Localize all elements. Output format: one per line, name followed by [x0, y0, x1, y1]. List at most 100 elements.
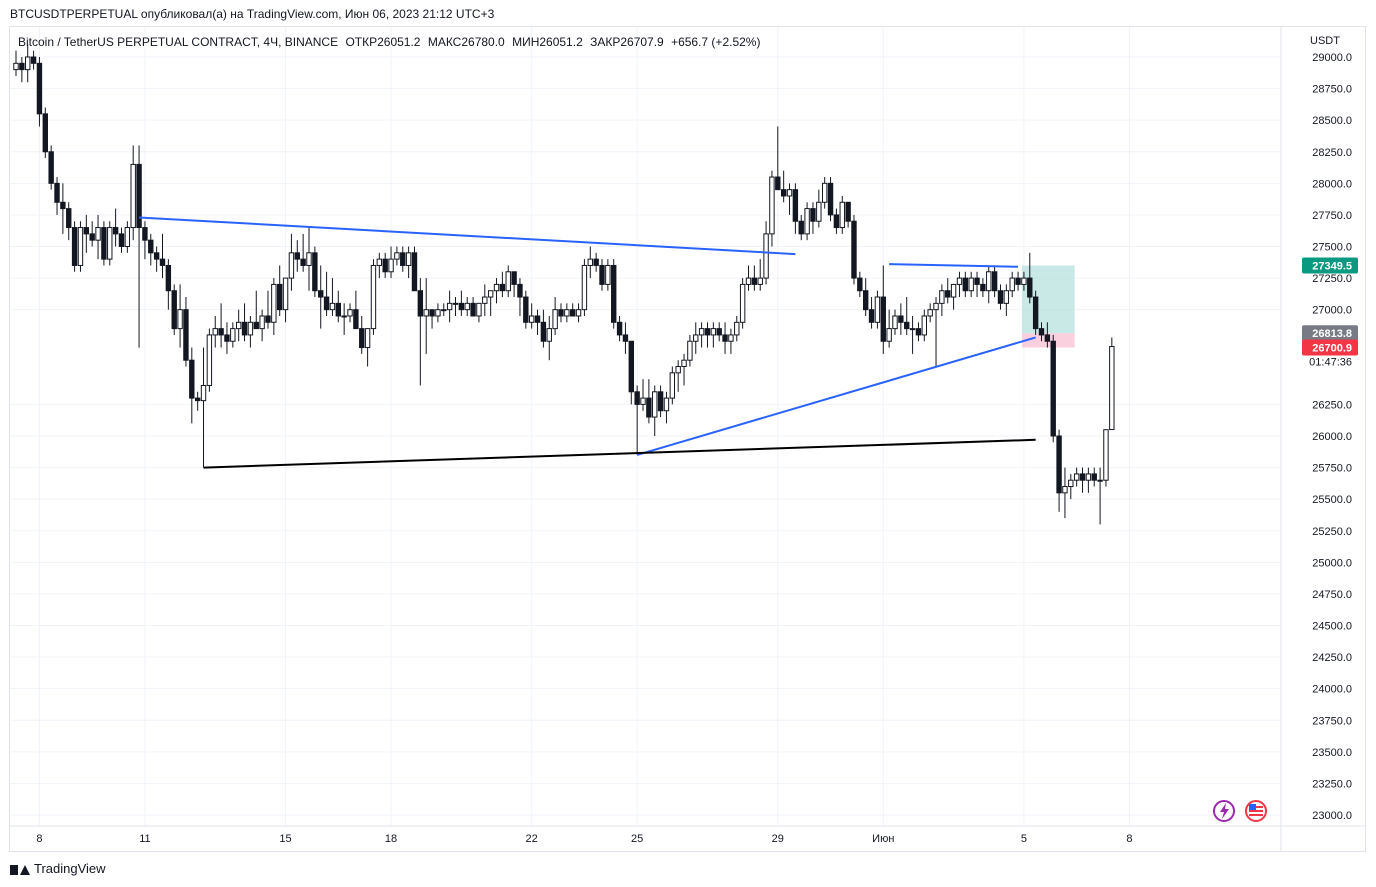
candle-body [904, 321, 910, 330]
candle [898, 303, 904, 335]
candle [933, 297, 939, 367]
candle [1050, 334, 1056, 443]
y-tick-label: 27750.0 [1312, 210, 1352, 222]
candle-body [300, 258, 306, 266]
candle-body [54, 182, 60, 203]
footer-brand[interactable]: TradingView [10, 861, 106, 876]
candle-body [722, 334, 728, 342]
legend-symbol: Bitcoin / TetherUS PERPETUAL CONTRACT, 4… [18, 35, 339, 49]
candle-body [60, 201, 66, 210]
y-tick-label: 24250.0 [1312, 652, 1352, 664]
price-label: 26700.9 [1302, 339, 1358, 356]
candle-body [833, 214, 840, 229]
candle [698, 322, 705, 348]
candle-body [130, 163, 136, 229]
candle-body [411, 252, 418, 292]
candle-body [400, 252, 406, 266]
candle-body [277, 283, 283, 311]
candle [722, 322, 728, 354]
candle-body [710, 328, 717, 336]
candle [587, 246, 593, 279]
candle [30, 50, 37, 70]
candle-body [83, 227, 90, 235]
x-tick-label: Июн [872, 833, 894, 845]
candle [446, 290, 453, 323]
candle [247, 315, 254, 348]
candle-body [470, 302, 476, 317]
candle [1103, 429, 1109, 487]
candle-body [66, 208, 72, 229]
candle-body [775, 176, 781, 191]
candle-body [605, 264, 611, 285]
us-flag-icon[interactable] [1245, 800, 1267, 822]
candle [628, 340, 634, 405]
candle [323, 271, 330, 316]
candle-body [552, 309, 558, 330]
candle [265, 290, 271, 329]
candle-body [593, 258, 599, 266]
tradingview-logo-icon [10, 863, 30, 875]
candle-body [13, 62, 19, 71]
candle-body [318, 290, 324, 298]
candle-body [42, 113, 48, 153]
candle-body [640, 397, 646, 405]
candle [423, 278, 429, 354]
candle [915, 322, 922, 342]
candle-body [540, 321, 547, 342]
candle [646, 379, 652, 424]
lightning-icon[interactable] [1213, 800, 1235, 822]
candle-body [353, 309, 359, 330]
candle [880, 265, 886, 354]
candle-body [487, 290, 494, 298]
candle [364, 328, 371, 367]
candle-body [282, 277, 289, 311]
candle [863, 278, 869, 316]
candle [1038, 322, 1045, 342]
candle-body [968, 277, 974, 292]
candle [1044, 322, 1051, 348]
y-tick-label: 25500.0 [1312, 494, 1352, 506]
candle-body [1003, 290, 1010, 304]
candle [739, 278, 746, 329]
candle-body [112, 227, 119, 235]
candle [780, 170, 787, 203]
price-label-text: 26813.8 [1312, 328, 1352, 340]
candle [66, 202, 72, 241]
candle-body [587, 258, 593, 266]
candle-body [429, 309, 435, 317]
candle [382, 252, 388, 279]
candle [816, 189, 822, 228]
candle-body [394, 252, 400, 260]
candle-body [1062, 486, 1068, 494]
candle-body [646, 397, 652, 418]
candle-body [769, 176, 775, 235]
candle-body [1021, 277, 1027, 285]
candle [552, 297, 558, 335]
candle-body [218, 328, 224, 336]
candle [189, 347, 195, 424]
candle-body [534, 315, 541, 323]
candle-body [1009, 277, 1015, 292]
candle-body [927, 309, 933, 317]
candle-body [886, 328, 892, 342]
candle-body [558, 309, 564, 317]
currency-label: USDT [1310, 35, 1340, 47]
candle-body [323, 296, 330, 311]
chart-frame [9, 26, 1366, 852]
candle [804, 202, 810, 241]
x-tick-label: 5 [1021, 833, 1027, 845]
candle [564, 303, 570, 323]
candle [751, 265, 758, 291]
candle [1109, 337, 1115, 431]
y-tick-label: 23500.0 [1312, 747, 1352, 759]
candle-body [48, 151, 54, 184]
candle-body [288, 252, 295, 279]
candle [810, 202, 816, 234]
target-zone [1021, 265, 1075, 334]
time-axis: 8 11 15 18 22 25 29 Июн 5 8 [36, 833, 1132, 845]
candle [271, 278, 277, 335]
y-tick-label: 27250.0 [1312, 273, 1352, 285]
candle-body [857, 277, 863, 292]
candle-body [1068, 479, 1074, 488]
